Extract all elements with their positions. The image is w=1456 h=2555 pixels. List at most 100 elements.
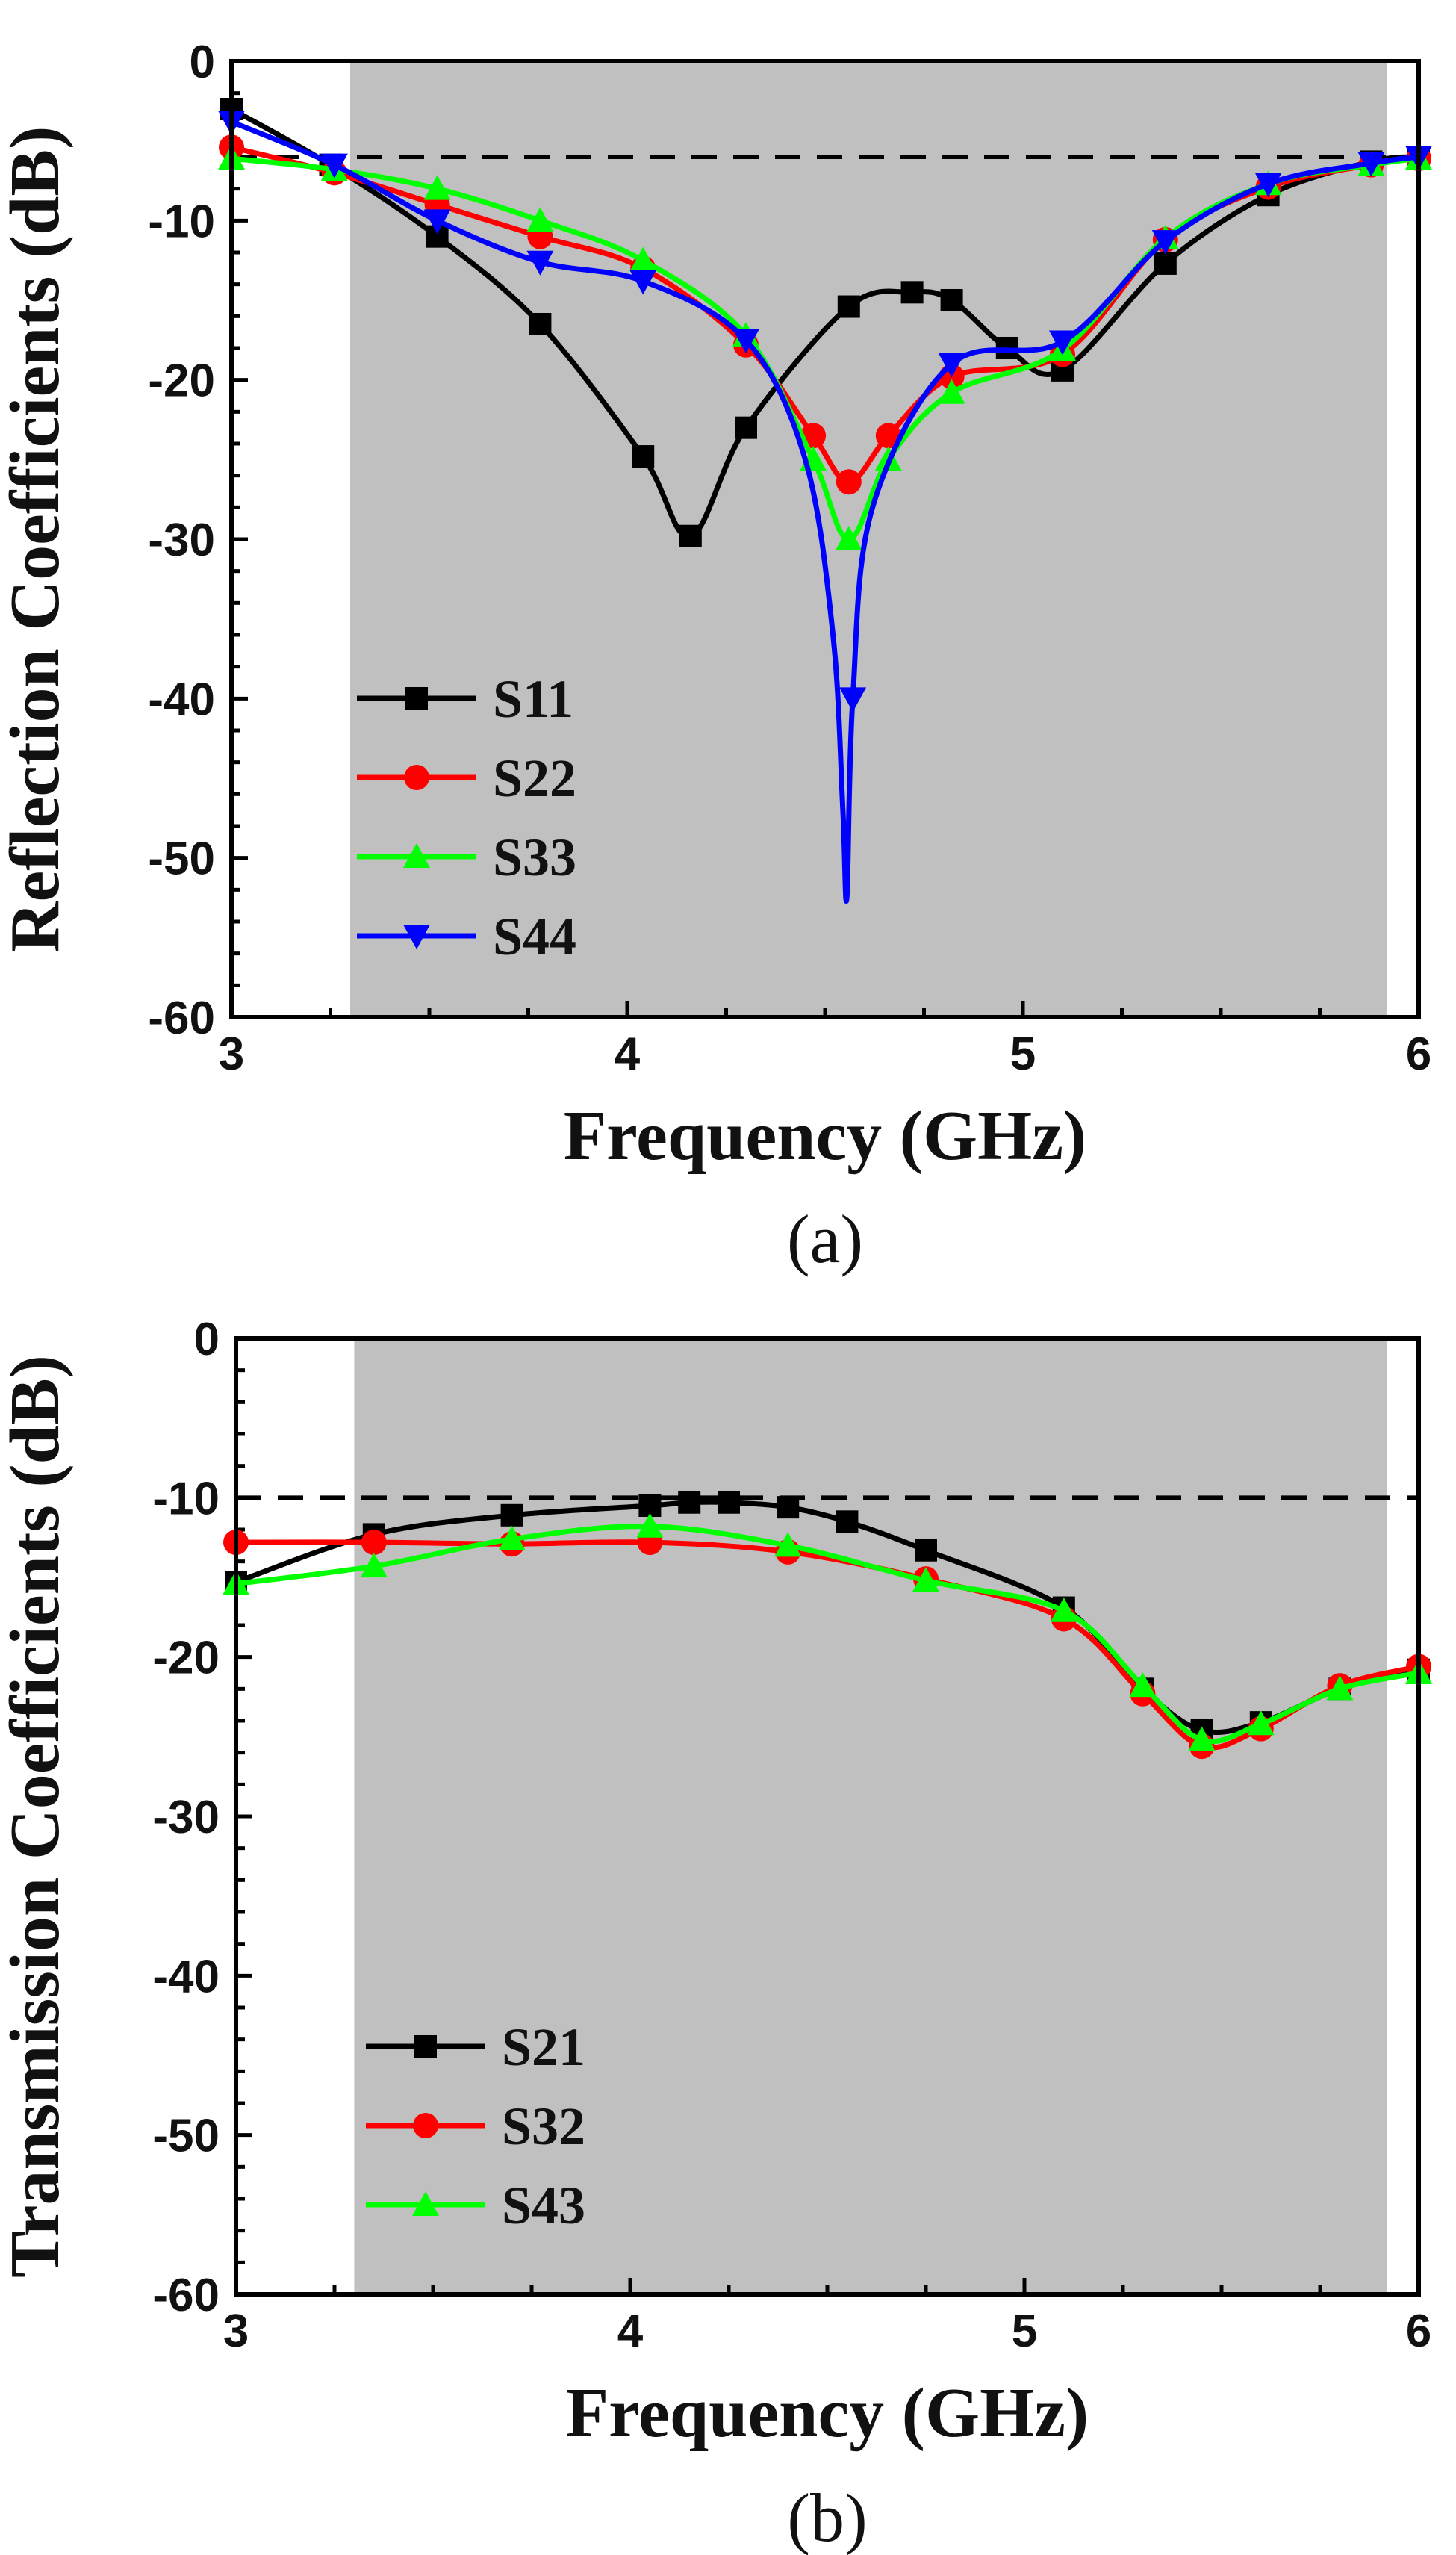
legend-label: S21	[502, 2017, 585, 2077]
data-point	[1326, 1675, 1354, 1701]
legend: S11 S22 S33 S44	[357, 669, 576, 966]
y-tick-label: -10	[148, 196, 215, 247]
x-tick-label: 5	[1010, 1028, 1036, 1080]
legend-item-s21: S21	[366, 2017, 585, 2077]
legend-item-s11: S11	[357, 669, 573, 729]
data-point	[529, 313, 552, 335]
plot-frame	[229, 59, 1421, 1019]
legend-marker	[403, 843, 430, 868]
panel-a: 3 4 5 6 0 -10 -20 -30 -40 -50 -60 S11 S22 S33 S44 Frequ…	[0, 37, 1432, 1277]
data-point	[629, 246, 657, 272]
y-tick-label: -30	[148, 515, 215, 566]
legend-item-s22: S22	[357, 748, 576, 808]
data-point	[835, 526, 862, 550]
data-point	[940, 289, 963, 311]
x-tick-label: 4	[615, 1028, 641, 1080]
legend-label: S32	[502, 2096, 585, 2156]
y-tick-label: 0	[194, 1314, 220, 1365]
x-tick-label: 3	[223, 2306, 249, 2357]
data-point	[774, 1532, 802, 1557]
series-line	[230, 106, 1419, 539]
data-point	[1357, 152, 1385, 177]
x-tick-label: 5	[1012, 2306, 1037, 2357]
legend-marker	[414, 2035, 437, 2058]
data-point	[636, 1512, 664, 1538]
legend-item-s43: S43	[366, 2176, 585, 2235]
legend-marker	[413, 2113, 438, 2138]
y-tick-label: -30	[152, 1792, 220, 1843]
legend-label: S22	[493, 748, 576, 808]
shaded-band	[350, 61, 1387, 1017]
data-point	[1049, 330, 1076, 356]
y-tick-label: -40	[148, 674, 215, 725]
x-tick-label: 3	[219, 1028, 244, 1080]
y-tick-label: 0	[190, 37, 215, 88]
data-point	[1154, 252, 1177, 275]
data-point	[1188, 1726, 1216, 1751]
data-point	[938, 353, 965, 378]
data-point	[526, 207, 554, 232]
data-point	[1254, 173, 1282, 198]
data-point	[836, 1510, 859, 1533]
data-point	[735, 416, 757, 439]
y-tick-label: -60	[148, 993, 215, 1044]
data-point	[360, 1553, 388, 1578]
data-point	[777, 1496, 800, 1519]
data-point	[1129, 1672, 1157, 1698]
data-point	[875, 423, 901, 449]
series-s43	[223, 1512, 1432, 1751]
y-tick-label: -50	[148, 833, 215, 885]
data-point	[718, 1491, 740, 1514]
x-axis-title: Frequency (GHz)	[566, 2374, 1089, 2452]
data-point	[320, 153, 348, 178]
x-tick-label: 6	[1406, 1028, 1431, 1080]
data-point	[732, 329, 759, 354]
legend-label: S43	[502, 2176, 585, 2235]
data-point	[361, 1530, 387, 1556]
data-point	[526, 250, 554, 276]
y-tick-label: -60	[152, 2270, 220, 2321]
data-point	[629, 270, 657, 295]
y-axis-title: Reflection Coefficients (dB)	[0, 126, 74, 953]
plot-frame	[234, 1336, 1421, 2297]
legend: S21 S32 S43	[366, 2017, 585, 2235]
data-point	[679, 524, 702, 547]
data-point	[1151, 230, 1179, 255]
legend-marker	[404, 765, 429, 790]
data-point	[1050, 1597, 1077, 1622]
legend-label: S44	[493, 907, 576, 966]
legend-item-s32: S32	[366, 2096, 585, 2156]
data-point	[900, 281, 924, 304]
legend-item-s44: S44	[357, 907, 576, 966]
x-axis-title: Frequency (GHz)	[564, 1097, 1087, 1175]
data-point	[839, 687, 867, 713]
legend-marker	[403, 925, 430, 949]
legend-item-s33: S33	[357, 828, 576, 887]
y-tick-label: -50	[152, 2111, 220, 2162]
data-point	[632, 445, 655, 468]
data-point	[500, 1503, 523, 1527]
x-tick-label: 6	[1406, 2306, 1431, 2357]
y-tick-label: -20	[148, 356, 215, 407]
panel-caption: (b)	[787, 2480, 867, 2555]
data-point	[1247, 1710, 1275, 1736]
data-point	[938, 379, 965, 404]
legend-marker	[405, 687, 428, 710]
data-point	[912, 1567, 939, 1592]
legend-label: S33	[493, 828, 576, 887]
y-tick-label: -20	[152, 1633, 220, 1684]
data-point	[498, 1525, 526, 1550]
data-point	[915, 1539, 937, 1562]
y-tick-label: -40	[152, 1951, 220, 2002]
data-point	[678, 1491, 701, 1514]
x-tick-label: 4	[617, 2306, 644, 2357]
y-tick-label: -10	[152, 1473, 220, 1524]
data-point	[837, 295, 860, 318]
y-axis-title: Transmission Coefficients (dB)	[0, 1355, 74, 2278]
series-s44	[218, 111, 1432, 904]
data-point	[423, 175, 451, 200]
legend-label: S11	[493, 669, 573, 729]
data-point	[836, 469, 862, 495]
data-point	[423, 209, 451, 235]
